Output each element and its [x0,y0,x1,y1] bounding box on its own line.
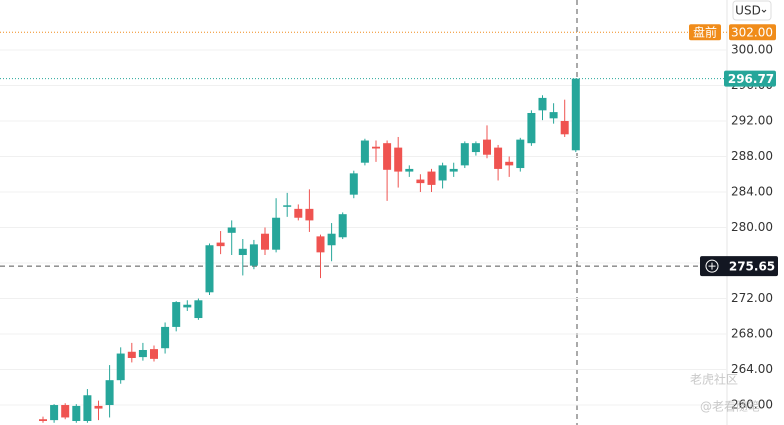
premarket-label: 盘前 [693,25,717,40]
candle-body [372,146,380,149]
candle-body [238,248,247,256]
candle-body [327,233,336,246]
candle-body [571,78,580,151]
candle-body [227,227,236,233]
candle-body [72,405,81,422]
candle-body [449,168,458,172]
author: @老看随笔 [700,399,760,414]
candle-body [471,143,480,153]
y-tick-label: 260.00 [731,398,773,412]
candle-body [283,205,292,207]
candle-body [394,147,403,172]
currency-label: USD [735,4,761,18]
y-tick-label: 272.00 [731,291,773,305]
candle-body [172,302,181,327]
last-price-label: 296.77 [728,72,774,86]
grid [0,49,727,406]
candle-body [61,405,70,418]
premarket-tag [729,24,776,41]
candle-body [338,214,347,238]
candle-body [150,349,158,359]
y-tick-label: 292.00 [731,113,773,127]
candle-body [516,139,525,169]
candle-body [183,304,192,308]
candle-body [272,217,281,250]
candle-body [527,112,536,144]
currency-button[interactable] [732,0,772,21]
candle-body [383,143,392,170]
premarket-badge [689,24,721,41]
crosshair-label: 275.65 [729,260,775,274]
candle-body [116,353,125,381]
y-tick-label: 280.00 [731,220,773,234]
candle-body [560,120,569,135]
candle-body [427,171,436,185]
candle-body [39,419,47,422]
candle-body [94,405,103,409]
add-button [705,259,719,273]
candle-body [294,208,303,218]
candle-body [349,173,358,195]
candle-body [138,349,147,358]
candle-body [538,97,547,111]
candle-body [127,351,136,358]
candle-body [50,405,59,421]
last-price-tag [724,70,776,87]
add-icon [708,262,716,270]
y-tick-label: 268.00 [731,327,773,341]
watermark: 老虎社区 [690,372,738,387]
candle-body [83,395,92,422]
candle-body [460,143,469,166]
premarket-price: 302.00 [731,26,773,40]
candle-body [105,380,114,406]
candle-body [483,139,491,155]
candle-body [216,242,225,247]
candle-body [549,112,558,119]
candle-body [161,326,170,349]
currency-caret [761,9,767,13]
candle-body [494,147,503,169]
y-tick-label: 284.00 [731,184,773,198]
y-tick-label: 300.00 [731,42,773,56]
candle-body [416,179,425,184]
candle-body [360,140,369,163]
candle-body [261,233,269,250]
candle-body [505,161,514,166]
crosshair-tag [700,256,778,277]
candle-body [405,168,414,172]
candle-body [316,236,325,253]
candle-body [249,244,258,266]
y-tick-label: 264.00 [731,362,773,376]
candle-body [194,300,203,319]
candle-body [205,245,214,293]
y-tick-label: 288.00 [731,149,773,163]
candle-body [305,208,314,221]
candle-body [438,165,447,181]
